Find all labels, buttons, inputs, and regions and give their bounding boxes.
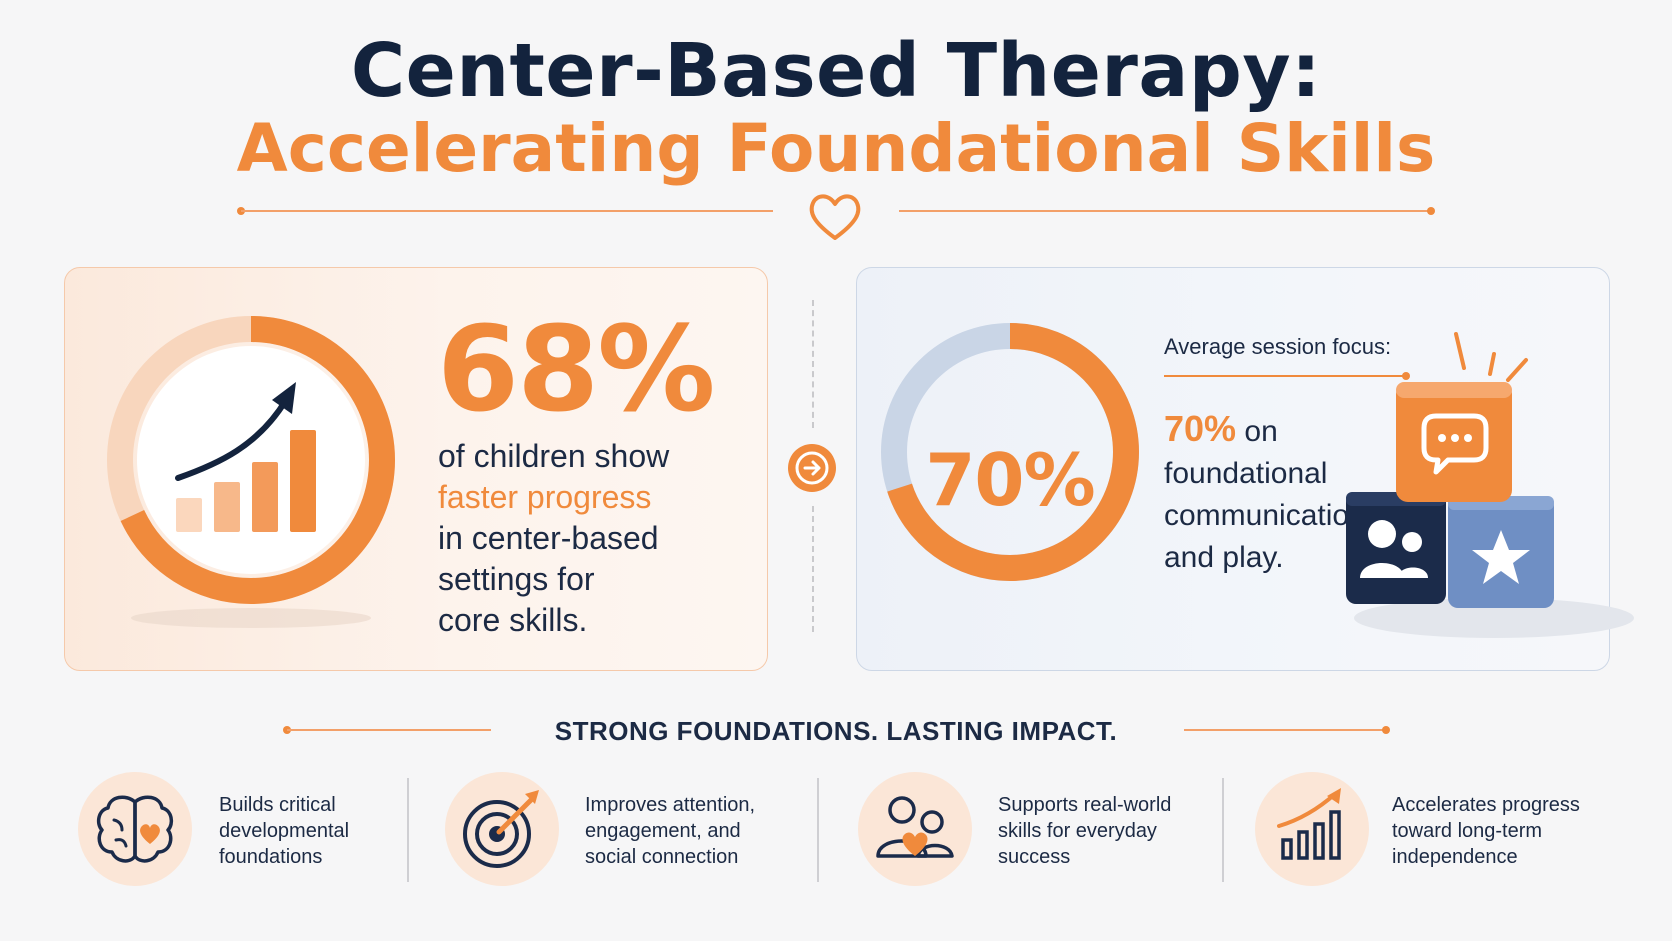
feature-icon-circle [1255, 772, 1369, 886]
feature-line: Builds critical [219, 794, 336, 816]
focus-pct: 70% [1164, 408, 1237, 449]
growth-chart-icon [1277, 788, 1341, 860]
target-icon [463, 790, 539, 868]
rising-bar-chart-icon [168, 378, 328, 538]
learning-blocks-illustration [1336, 320, 1636, 650]
stat-description-left: of children show faster progress in cent… [438, 436, 669, 641]
heart-icon [805, 190, 865, 244]
stat-text-line: in center-based [438, 520, 659, 556]
feature-icon-circle [445, 772, 559, 886]
feature-line: engagement, and [585, 820, 741, 842]
stat-highlight: faster progress [438, 479, 652, 515]
focus-label: Average session focus: [1164, 334, 1392, 359]
stat-text-line: of children show [438, 438, 670, 474]
focus-underline-dot [1402, 372, 1410, 380]
feature-text: Supports real-world skills for everyday … [998, 792, 1208, 870]
feature-line: independence [1392, 846, 1518, 868]
feature-text: Improves attention, engagement, and soci… [585, 792, 795, 870]
tagline-dot-right [1382, 726, 1390, 734]
feature-line: success [998, 846, 1071, 868]
tagline-line-left [287, 729, 491, 731]
feature-icon-circle [78, 772, 192, 886]
people-heart-icon [876, 796, 954, 858]
focus-line: communication [1164, 499, 1366, 532]
arrow-right-icon [788, 444, 836, 492]
feature-divider [1222, 778, 1224, 882]
feature-line: Improves attention, [585, 794, 756, 816]
progress-ring-70 [870, 312, 1150, 592]
tagline: STRONG FOUNDATIONS. LASTING IMPACT. [554, 716, 1118, 746]
feature-line: developmental [219, 820, 350, 842]
feature-divider [817, 778, 819, 882]
divider-line-left [241, 210, 773, 212]
feature-line: Supports real-world [998, 794, 1172, 816]
feature-text: Accelerates progress toward long-term in… [1392, 792, 1602, 870]
divider-dot-right [1427, 207, 1435, 215]
stat-value-70: 70% [925, 438, 1095, 522]
feature-divider [407, 778, 409, 882]
focus-underline [1164, 375, 1404, 377]
feature-line: foundations [219, 846, 323, 868]
divider-dashed-bottom [812, 506, 814, 632]
stat-value-68: 68% [437, 300, 715, 438]
stat-text-line: core skills. [438, 602, 588, 638]
feature-line: skills for everyday [998, 820, 1157, 842]
page-subtitle: Accelerating Foundational Skills [236, 110, 1436, 187]
focus-line: and play. [1164, 541, 1284, 574]
focus-on: on [1244, 415, 1278, 448]
feature-icon-circle [858, 772, 972, 886]
divider-line-right [899, 210, 1431, 212]
brain-heart-icon [96, 795, 174, 863]
focus-line: foundational [1164, 457, 1328, 490]
feature-line: toward long-term [1392, 820, 1543, 842]
divider-dashed-top [812, 300, 814, 428]
feature-line: social connection [585, 846, 739, 868]
stat-text-line: settings for [438, 561, 595, 597]
feature-text: Builds critical developmental foundation… [219, 792, 429, 870]
focus-description: 70% on foundational communication and pl… [1164, 408, 1366, 579]
feature-line: Accelerates progress [1392, 794, 1580, 816]
page-title: Center-Based Therapy: [350, 28, 1322, 114]
tagline-line-right [1184, 729, 1386, 731]
